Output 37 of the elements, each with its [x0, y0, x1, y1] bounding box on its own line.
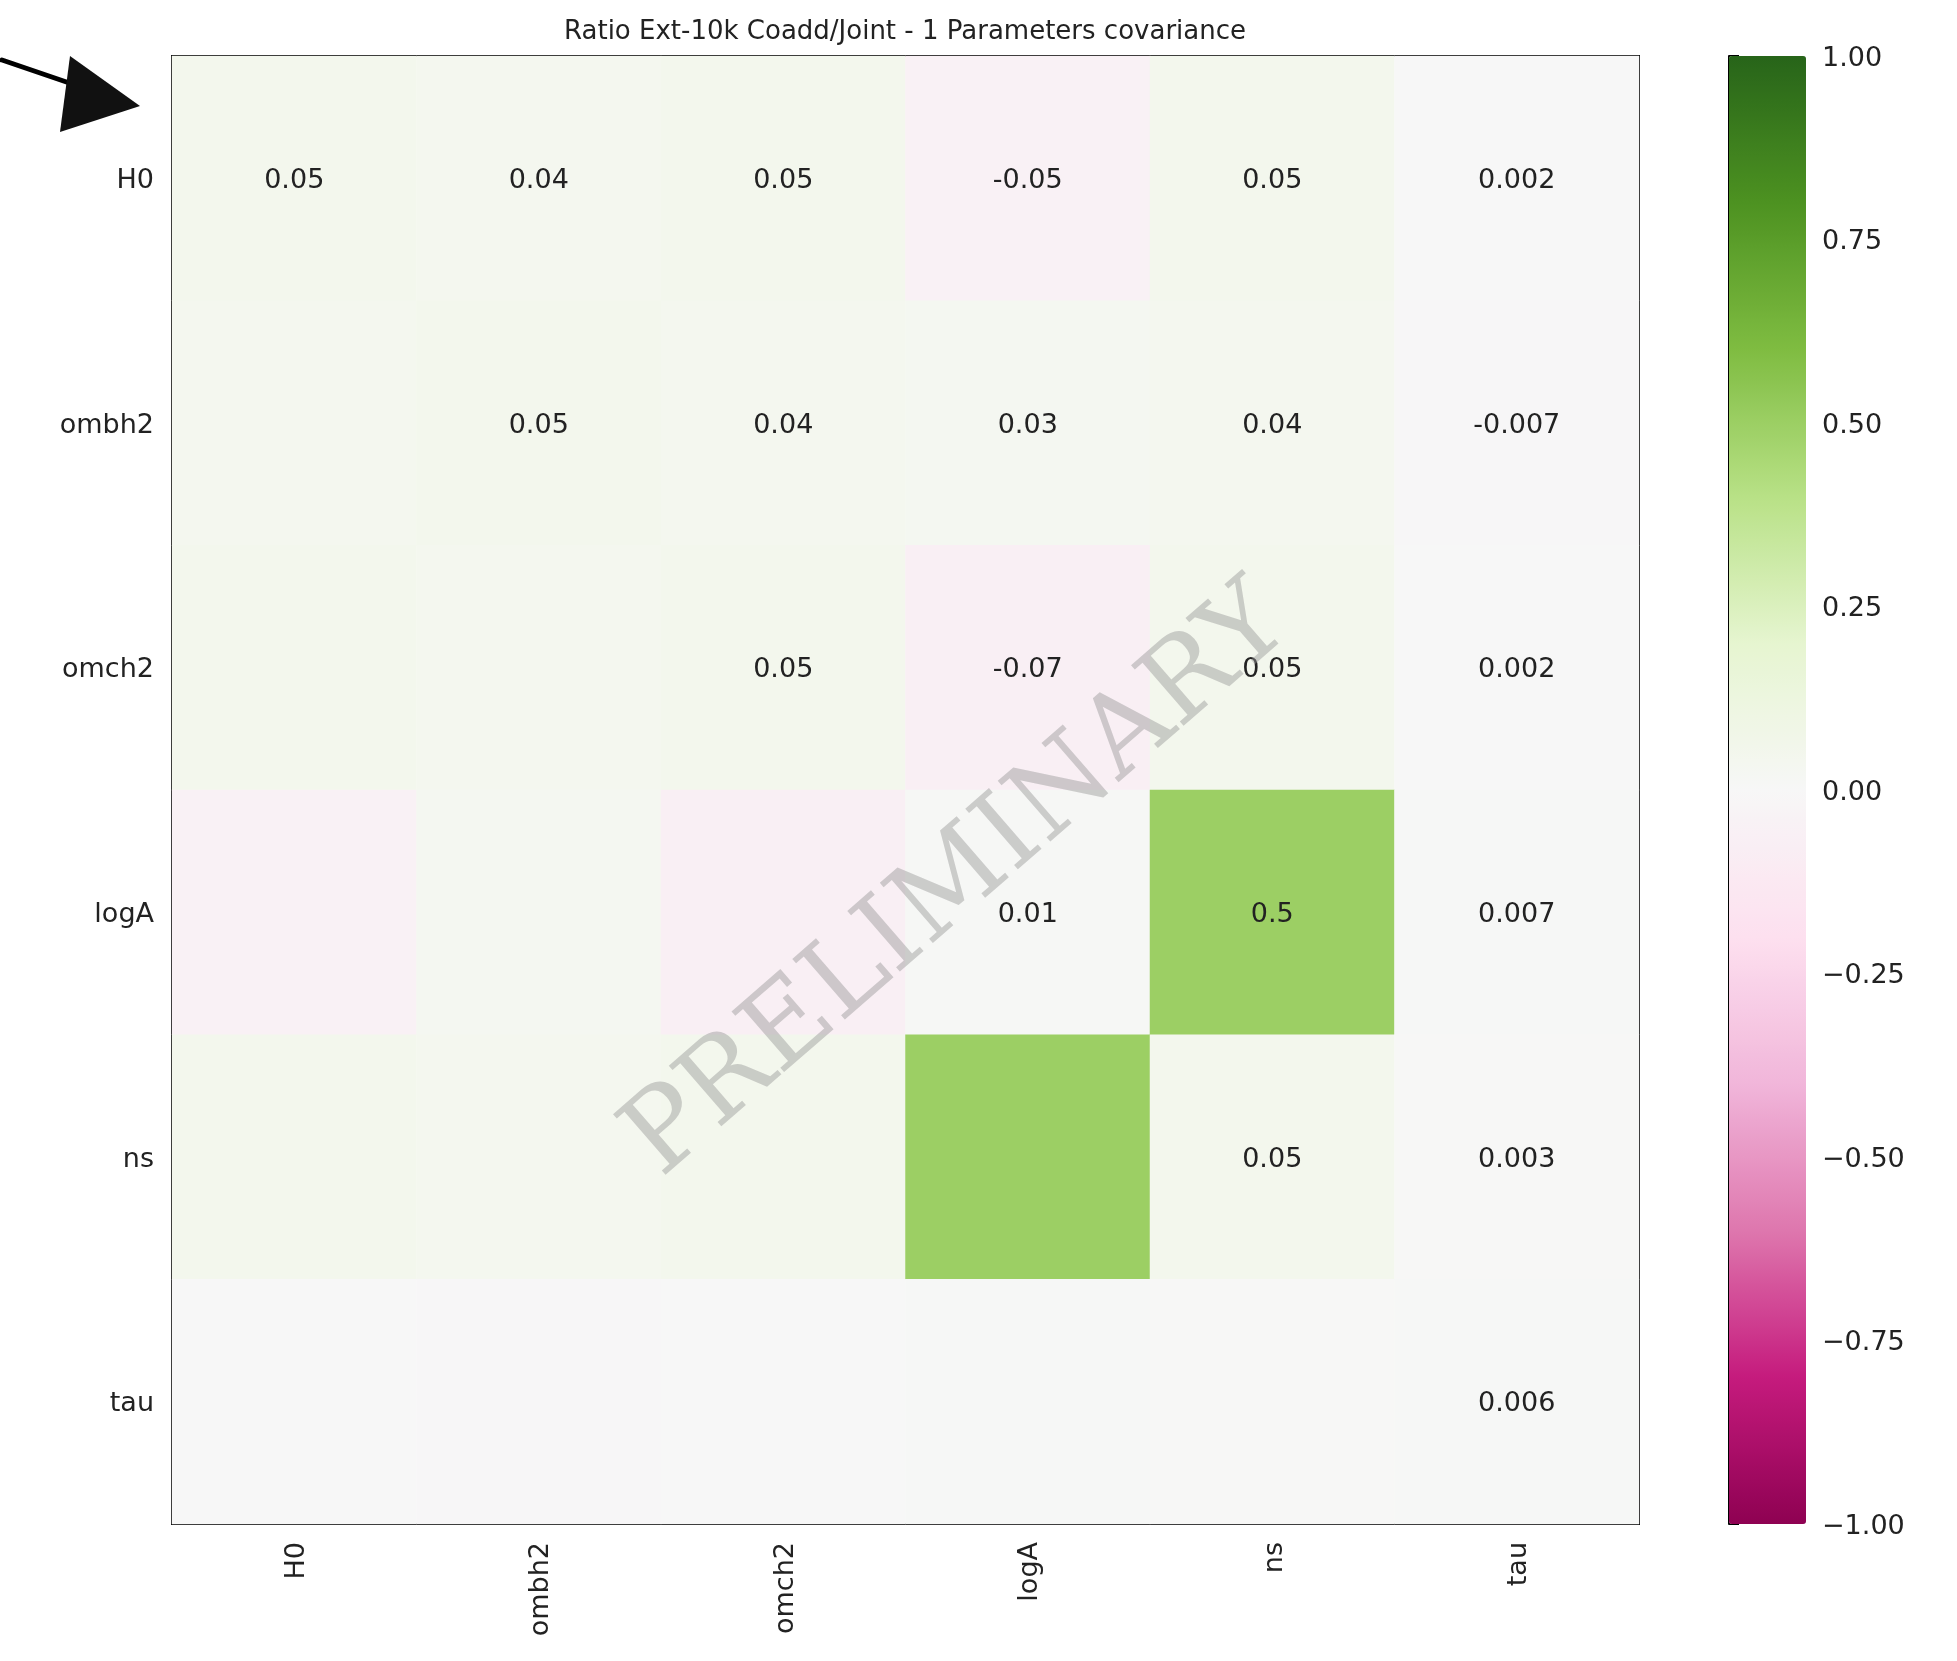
data-label: 0.05 [264, 162, 325, 194]
data-label: 0.002 [1478, 652, 1556, 684]
data-label: 0.002 [1478, 162, 1556, 194]
color-bar-label: 1.00 [1822, 40, 1883, 72]
x-tick-label: H0 [278, 1542, 310, 1580]
data-label: 0.003 [1478, 1141, 1556, 1173]
color-bar-label: 0.75 [1822, 224, 1883, 255]
color-bar-label: −0.50 [1822, 1141, 1905, 1173]
color-bar-label: 0.00 [1822, 774, 1883, 806]
color-bar-label: −0.25 [1822, 958, 1905, 989]
y-tick-label: omch2 [62, 652, 154, 684]
data-label: 0.04 [753, 407, 814, 439]
data-label: 0.05 [508, 407, 569, 439]
color-bar-label: 0.25 [1822, 591, 1883, 622]
data-label: 0.04 [1242, 407, 1303, 439]
data-label: 0.006 [1478, 1386, 1556, 1418]
x-tick-label: tau [1501, 1542, 1533, 1587]
data-label: 0.04 [508, 162, 569, 194]
x-tick-label: ombh2 [523, 1542, 555, 1637]
x-tick-label: omch2 [767, 1542, 799, 1634]
y-tick-label: tau [109, 1386, 154, 1418]
y-tick-label: logA [94, 896, 155, 928]
data-label: 0.007 [1478, 896, 1556, 928]
data-label: -0.007 [1473, 407, 1561, 439]
y-tick-label: ns [122, 1141, 154, 1173]
x-tick-label: logA [1012, 1541, 1044, 1602]
data-label: 0.03 [997, 407, 1058, 439]
color-bar-label: 0.50 [1822, 407, 1883, 439]
color-bar-label: −1.00 [1822, 1508, 1905, 1540]
data-label: -0.05 [992, 162, 1063, 194]
data-label: 0.05 [1242, 162, 1303, 194]
y-tick-label: H0 [116, 162, 154, 194]
y-tick-label: ombh2 [59, 407, 154, 439]
data-label: 0.05 [753, 162, 814, 194]
x-tick-label: ns [1256, 1542, 1288, 1574]
chart-title: Ratio Ext-10k Coadd/Joint - 1 Parameters covariance [564, 15, 1246, 45]
color-bar-label: −0.75 [1822, 1325, 1905, 1356]
